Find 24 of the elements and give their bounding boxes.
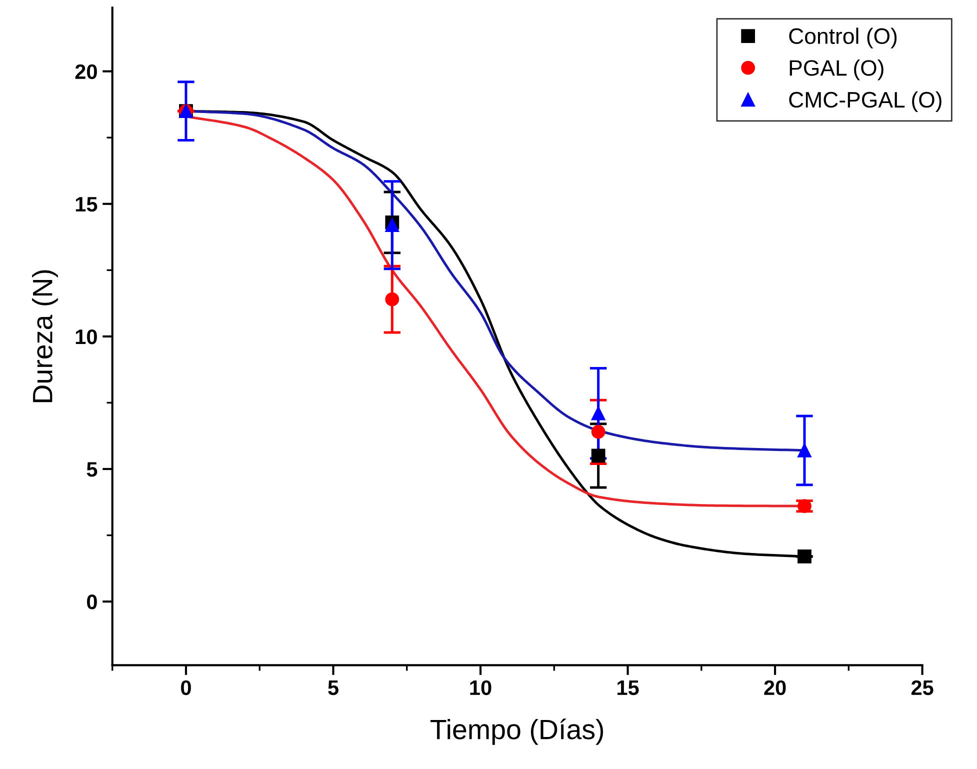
point	[798, 499, 812, 514]
x-tick-label: 10	[470, 680, 492, 696]
legend-label: PGAL (O)	[790, 60, 884, 80]
legend-label: CMC-PGAL (O)	[789, 91, 942, 112]
point	[591, 424, 606, 439]
x-axis-title: Tiempo (Días)	[430, 718, 604, 745]
y-axis-title: Dureza (N)	[32, 270, 58, 402]
point	[385, 218, 400, 232]
x-tick-label: 5	[328, 680, 338, 696]
point	[591, 448, 606, 463]
y-tick-label: 5	[86, 462, 98, 477]
x-tick-label: 25	[911, 680, 934, 696]
legend-label: Control (O)	[789, 28, 897, 48]
y-tick-label: 15	[76, 197, 98, 212]
point	[798, 550, 812, 564]
x-tick-label: 0	[181, 680, 191, 696]
point	[385, 292, 400, 306]
y-tick-label: 20	[75, 64, 97, 80]
y-tick-label: 10	[76, 329, 97, 344]
x-tick-label: 15	[617, 680, 639, 696]
x-tick-label: 20	[764, 680, 786, 696]
point	[798, 443, 812, 458]
point	[591, 406, 606, 420]
y-tick-label: 0	[87, 594, 97, 610]
